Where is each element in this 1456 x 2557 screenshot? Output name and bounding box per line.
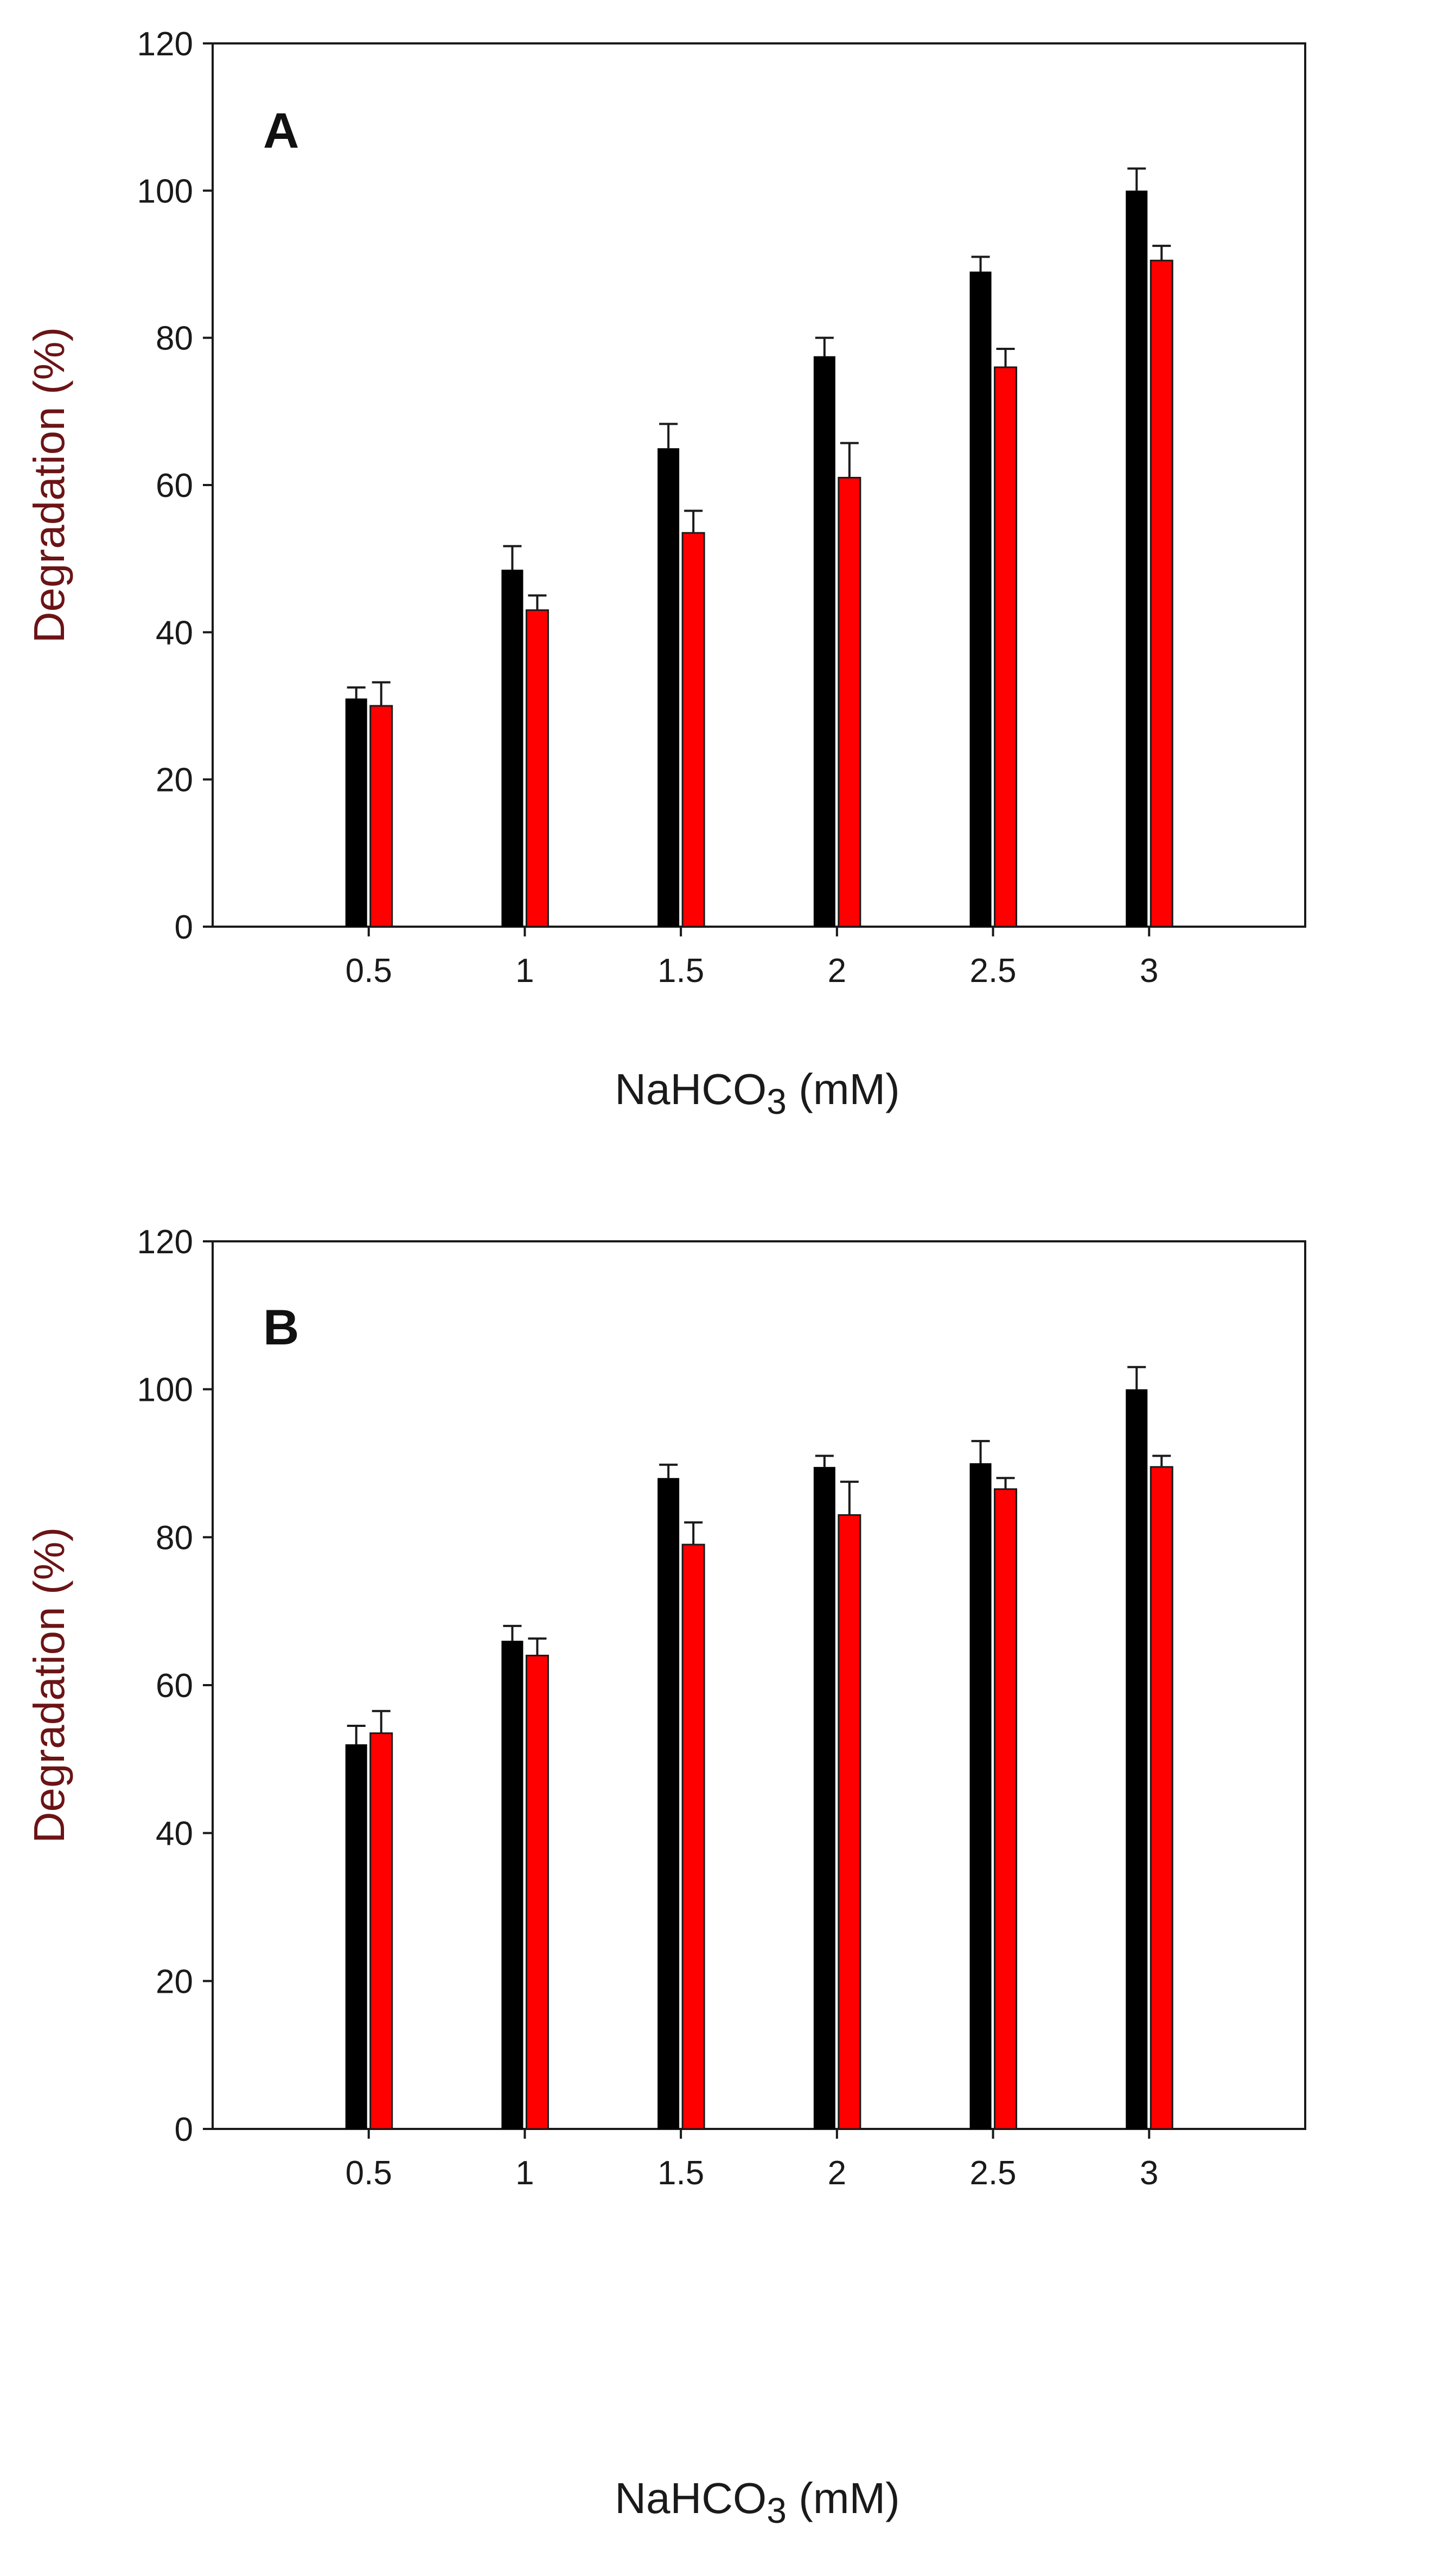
x-axis: 0.5 1 1.5 2 2.5 3: [346, 927, 1159, 990]
bar-black: [657, 448, 680, 927]
chart-panel-b: B 0 20 40 60 80 100 120 0.5 1 1.5 2 2.5 3 Degradati…: [25, 1223, 1306, 2530]
y-tick-label: 0: [175, 2111, 193, 2148]
panel-label: A: [263, 103, 299, 158]
y-axis-label: Degradation (%): [25, 1527, 73, 1844]
x-axis-label-unit: (mM): [787, 1065, 900, 1113]
bar-red: [1150, 259, 1173, 928]
bar-red: [525, 609, 549, 928]
bar-red: [369, 705, 393, 928]
x-axis-label-main: NaHCO: [615, 2474, 767, 2522]
y-tick-label: 20: [156, 1963, 193, 2000]
y-tick-label: 0: [175, 909, 193, 946]
bar-red: [525, 1654, 549, 2130]
x-axis-label: NaHCO3 (mM): [615, 1065, 900, 1121]
bars: [345, 1366, 1173, 2130]
y-tick-label: 100: [137, 173, 193, 210]
x-axis-label-unit: (mM): [787, 2474, 900, 2522]
bar-black: [501, 1641, 523, 2129]
x-axis-label-subscript: 3: [767, 2490, 787, 2530]
y-tick-label: 80: [156, 320, 193, 358]
x-tick-label: 2: [828, 2154, 846, 2192]
x-axis-label-main: NaHCO: [615, 1065, 767, 1113]
bar-red: [994, 1488, 1018, 2130]
y-tick-label: 100: [137, 1372, 193, 1409]
x-tick-label: 2: [828, 952, 846, 990]
bar-black: [345, 698, 367, 927]
bar-red: [681, 532, 705, 928]
x-tick-label: 0.5: [346, 952, 392, 990]
bar-black: [813, 356, 835, 927]
bar-red: [994, 366, 1018, 928]
y-tick-label: 120: [137, 25, 193, 63]
x-tick-label: 2.5: [969, 2154, 1016, 2192]
bar-black: [1126, 190, 1148, 927]
bar-black: [969, 1463, 992, 2129]
x-axis: 0.5 1 1.5 2 2.5 3: [346, 2129, 1159, 2192]
bar-black: [1126, 1389, 1148, 2129]
y-tick-label: 120: [137, 1223, 193, 1261]
y-tick-label: 40: [156, 1815, 193, 1853]
panel-label: B: [263, 1300, 299, 1355]
y-tick-label: 80: [156, 1519, 193, 1557]
x-tick-label: 3: [1140, 952, 1158, 990]
x-tick-label: 0.5: [346, 2154, 392, 2192]
x-axis-label: NaHCO3 (mM): [615, 2474, 900, 2530]
y-axis: 0 20 40 60 80 100 120: [137, 25, 213, 946]
y-tick-label: 20: [156, 762, 193, 799]
x-tick-label: 1.5: [657, 2154, 704, 2192]
bar-red: [838, 476, 861, 928]
x-tick-label: 1: [515, 2154, 534, 2192]
bar-red: [1150, 1466, 1173, 2130]
bar-black: [969, 271, 992, 927]
y-tick-label: 60: [156, 467, 193, 505]
chart-panel-a: A 0 20 40 60 80 100 120 0.5 1 1.5 2 2.5 3 Degradati…: [25, 25, 1306, 1121]
x-tick-label: 1.5: [657, 952, 704, 990]
y-tick-label: 60: [156, 1667, 193, 1705]
x-axis-label-subscript: 3: [767, 1081, 787, 1121]
bar-black: [501, 570, 523, 927]
x-tick-label: 1: [515, 952, 534, 990]
bar-red: [681, 1544, 705, 2130]
bar-black: [657, 1478, 680, 2129]
bars: [345, 167, 1173, 928]
bar-black: [345, 1744, 367, 2129]
bar-black: [813, 1466, 835, 2129]
bar-red: [369, 1732, 393, 2130]
y-axis-label: Degradation (%): [25, 327, 73, 643]
y-tick-label: 40: [156, 614, 193, 652]
y-axis: 0 20 40 60 80 100 120: [137, 1223, 213, 2148]
x-tick-label: 3: [1140, 2154, 1158, 2192]
x-tick-label: 2.5: [969, 952, 1016, 990]
bar-red: [838, 1514, 861, 2130]
